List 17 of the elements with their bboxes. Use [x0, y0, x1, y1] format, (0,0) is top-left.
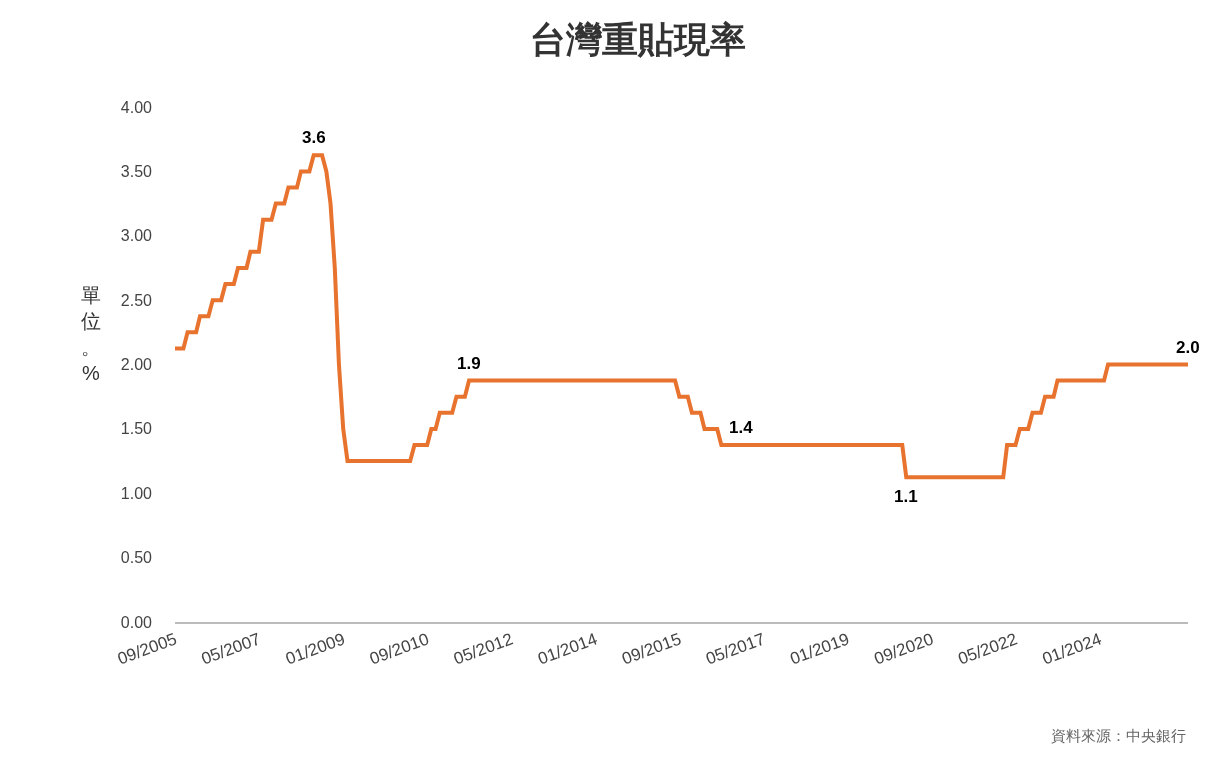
- y-tick-label: 3.50: [120, 162, 153, 180]
- annotation: 1.9: [457, 354, 481, 373]
- y-tick-label: 1.50: [120, 420, 153, 438]
- y-tick-label: 3.00: [120, 227, 153, 245]
- y-tick-label: 1.00: [120, 484, 153, 502]
- chart-title: 台灣重貼現率: [529, 19, 746, 61]
- annotation: 3.6: [302, 128, 326, 147]
- annotation: 1.4: [729, 418, 754, 437]
- y-tick-label: 0.50: [120, 549, 153, 567]
- annotation: 1.1: [894, 487, 918, 506]
- y-tick-label: 4.00: [120, 98, 153, 116]
- y-tick-label: 0.00: [120, 613, 153, 631]
- y-axis-title: 單位。%: [81, 284, 101, 384]
- y-tick-label: 2.00: [120, 356, 153, 374]
- source-note: 資料來源：中央銀行: [1051, 727, 1186, 744]
- annotation: 2.0: [1176, 338, 1200, 357]
- y-tick-label: 2.50: [120, 291, 153, 309]
